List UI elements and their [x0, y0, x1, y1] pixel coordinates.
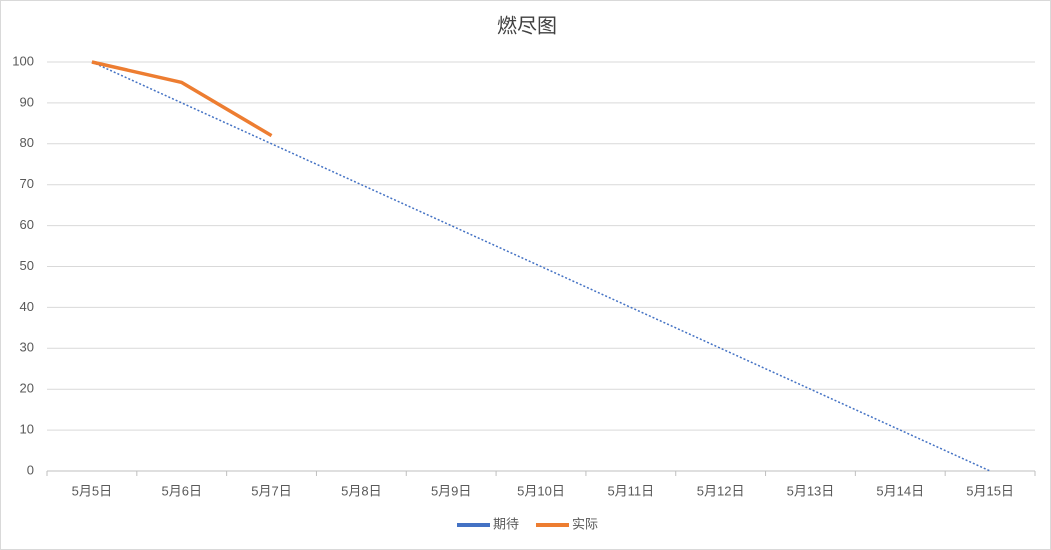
- y-tick-label: 40: [20, 299, 34, 314]
- x-tick-label: 5月5日: [72, 483, 112, 498]
- y-tick-label: 50: [20, 258, 34, 273]
- x-tick-label: 5月11日: [607, 483, 654, 498]
- x-tick-label: 5月7日: [251, 483, 291, 498]
- series-line: [91, 60, 273, 138]
- x-tick-label: 5月14日: [876, 483, 924, 498]
- legend-label: 期待: [493, 516, 519, 531]
- y-tick-label: 10: [20, 422, 34, 437]
- x-tick-label: 5月9日: [431, 483, 471, 498]
- series-line: [91, 61, 991, 472]
- legend-label: 实际: [572, 516, 598, 531]
- x-tick-label: 5月12日: [697, 483, 745, 498]
- x-tick-label: 5月15日: [966, 483, 1014, 498]
- y-tick-label: 20: [20, 381, 34, 396]
- y-tick-label: 100: [12, 53, 34, 68]
- x-tick-label: 5月6日: [161, 483, 201, 498]
- x-tick-label: 5月8日: [341, 483, 381, 498]
- x-tick-label: 5月13日: [787, 483, 835, 498]
- y-tick-label: 90: [20, 94, 34, 109]
- y-tick-label: 30: [20, 340, 34, 355]
- y-tick-label: 70: [20, 176, 34, 191]
- y-tick-label: 60: [20, 217, 34, 232]
- chart-title: 燃尽图: [497, 14, 557, 37]
- x-tick-label: 5月10日: [517, 483, 565, 498]
- y-tick-label: 0: [27, 462, 34, 477]
- y-tick-label: 80: [20, 135, 34, 150]
